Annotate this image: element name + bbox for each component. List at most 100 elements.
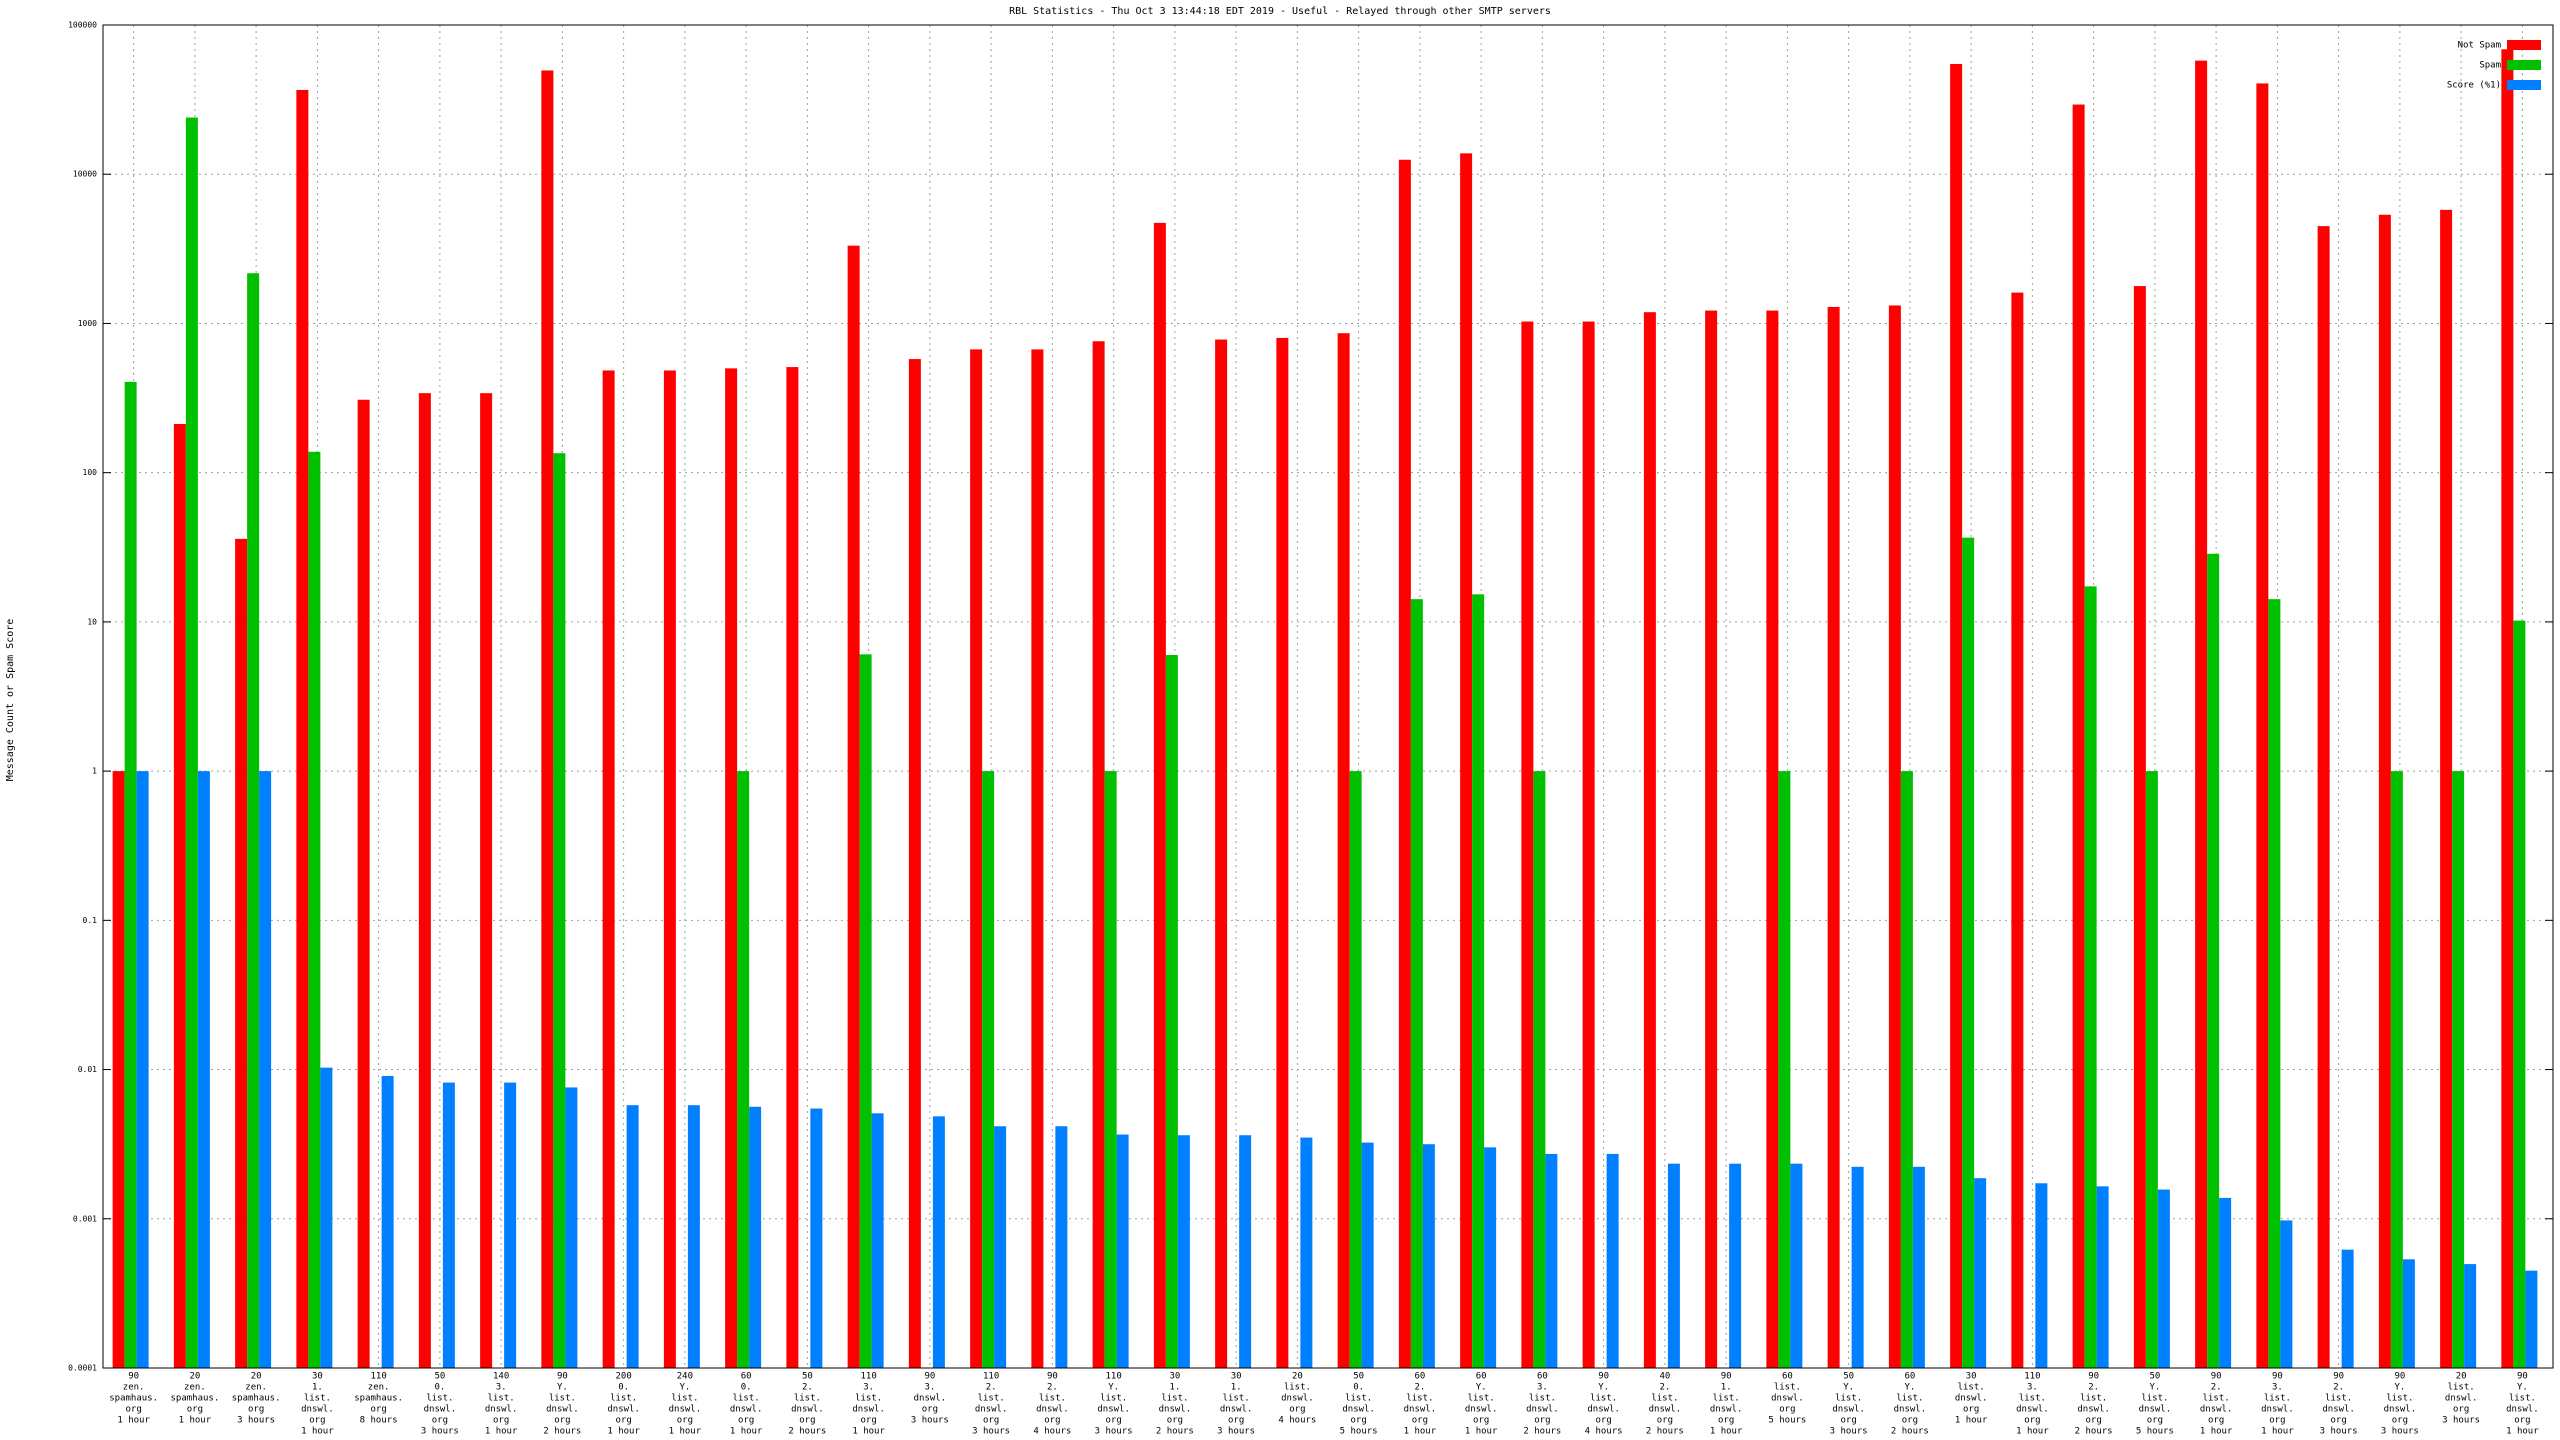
bar xyxy=(1790,1163,1803,1368)
x-tick-label: 1. xyxy=(1721,1383,1732,1393)
bar xyxy=(2011,292,2024,1368)
x-tick-label: org xyxy=(1412,1416,1428,1426)
x-tick-label: org xyxy=(1228,1416,1244,1426)
x-tick-label: 1 hour xyxy=(2261,1427,2294,1437)
x-tick-label: org xyxy=(1350,1416,1366,1426)
x-tick-label: 1 hour xyxy=(1710,1427,1743,1437)
bar xyxy=(1729,1163,1742,1368)
x-tick-label: 30 xyxy=(1169,1372,1180,1382)
x-tick-label: 3. xyxy=(496,1383,507,1393)
x-tick-label: 90 xyxy=(2394,1372,2405,1382)
bar xyxy=(565,1087,578,1368)
bar xyxy=(2145,771,2158,1368)
x-tick-label: Y. xyxy=(1843,1383,1854,1393)
bar xyxy=(908,359,921,1369)
bar xyxy=(112,771,125,1368)
x-tick-label: 0. xyxy=(618,1383,629,1393)
bar xyxy=(2035,1183,2048,1368)
x-tick-label: dnswl. xyxy=(791,1405,824,1415)
bar xyxy=(1950,63,1963,1369)
x-tick-label: 200 xyxy=(615,1372,631,1382)
x-tick-label: 240 xyxy=(677,1372,693,1382)
x-tick-label: 2. xyxy=(986,1383,997,1393)
x-tick-label: list. xyxy=(2264,1394,2291,1404)
bar xyxy=(786,367,799,1368)
x-tick-label: Y. xyxy=(679,1383,690,1393)
x-tick-label: list. xyxy=(1100,1394,1127,1404)
x-tick-label: 3 hours xyxy=(2381,1427,2419,1437)
x-tick-label: spamhaus. xyxy=(170,1394,219,1404)
x-tick-label: 110 xyxy=(983,1372,999,1382)
x-tick-label: list. xyxy=(1406,1394,1433,1404)
legend-swatch xyxy=(2507,40,2541,50)
x-tick-label: org xyxy=(370,1405,386,1415)
x-tick-label: 4 hours xyxy=(1585,1427,1623,1437)
x-tick-label: list. xyxy=(2448,1383,2475,1393)
x-tick-label: dnswl. xyxy=(607,1405,640,1415)
bar xyxy=(308,451,321,1369)
bar xyxy=(553,453,566,1368)
x-tick-label: spamhaus. xyxy=(354,1394,403,1404)
x-tick-label: 3 hours xyxy=(972,1427,1010,1437)
x-tick-label: 3 hours xyxy=(1217,1427,1255,1437)
x-tick-label: 0. xyxy=(1353,1383,1364,1393)
x-tick-label: 5 hours xyxy=(1340,1427,1378,1437)
x-tick-label: Y. xyxy=(557,1383,568,1393)
x-tick-label: org xyxy=(2269,1416,2285,1426)
x-tick-label: list. xyxy=(671,1394,698,1404)
x-tick-label: dnswl. xyxy=(1342,1405,1375,1415)
x-tick-label: 90 xyxy=(2517,1372,2528,1382)
x-tick-label: 8 hours xyxy=(360,1416,398,1426)
x-tick-label: org xyxy=(1963,1405,1979,1415)
bar xyxy=(1974,1178,1987,1368)
bar xyxy=(982,771,995,1368)
x-tick-label: 50 xyxy=(434,1372,445,1382)
bar xyxy=(2452,771,2465,1368)
x-tick-label: Y. xyxy=(2394,1383,2405,1393)
bar xyxy=(2501,49,2514,1368)
bar xyxy=(871,1113,884,1368)
x-tick-label: zen. xyxy=(184,1383,206,1393)
x-tick-label: 60 xyxy=(1782,1372,1793,1382)
x-tick-label: 110 xyxy=(370,1372,386,1382)
x-tick-label: 0. xyxy=(741,1383,752,1393)
bar xyxy=(442,1082,455,1368)
x-tick-label: Y. xyxy=(2517,1383,2528,1393)
x-tick-label: zen. xyxy=(368,1383,390,1393)
bar xyxy=(418,393,431,1369)
x-tick-label: 90 xyxy=(2211,1372,2222,1382)
bar xyxy=(504,1082,517,1368)
bar xyxy=(235,538,248,1368)
bar xyxy=(197,771,210,1368)
x-tick-label: 20 xyxy=(1292,1372,1303,1382)
bar xyxy=(1177,1135,1190,1368)
x-tick-label: 3. xyxy=(2272,1383,2283,1393)
x-tick-label: 3. xyxy=(2027,1383,2038,1393)
y-tick-label: 10 xyxy=(87,617,97,626)
x-tick-label: list. xyxy=(549,1394,576,1404)
x-tick-label: dnswl. xyxy=(1526,1405,1559,1415)
x-tick-label: list. xyxy=(2386,1394,2413,1404)
x-tick-label: org xyxy=(2024,1416,2040,1426)
x-tick-label: 110 xyxy=(860,1372,876,1382)
x-tick-label: zen. xyxy=(245,1383,267,1393)
x-tick-label: org xyxy=(1718,1416,1734,1426)
x-tick-label: 20 xyxy=(2456,1372,2467,1382)
x-tick-label: list. xyxy=(1039,1394,1066,1404)
x-tick-label: list. xyxy=(610,1394,637,1404)
x-tick-label: 1 hour xyxy=(852,1427,885,1437)
bar xyxy=(185,117,198,1369)
x-tick-label: 2. xyxy=(2211,1383,2222,1393)
x-tick-label: 60 xyxy=(1904,1372,1915,1382)
x-tick-label: 90 xyxy=(557,1372,568,1382)
bar xyxy=(2084,586,2097,1368)
bar xyxy=(2280,1220,2293,1368)
x-tick-label: 5 hours xyxy=(1768,1416,1806,1426)
x-tick-label: org xyxy=(1167,1416,1183,1426)
x-tick-label: list. xyxy=(1590,1394,1617,1404)
x-tick-label: dnswl. xyxy=(1649,1405,1682,1415)
x-tick-label: dnswl. xyxy=(2445,1394,2478,1404)
bar xyxy=(663,370,676,1368)
bar xyxy=(1398,159,1411,1368)
